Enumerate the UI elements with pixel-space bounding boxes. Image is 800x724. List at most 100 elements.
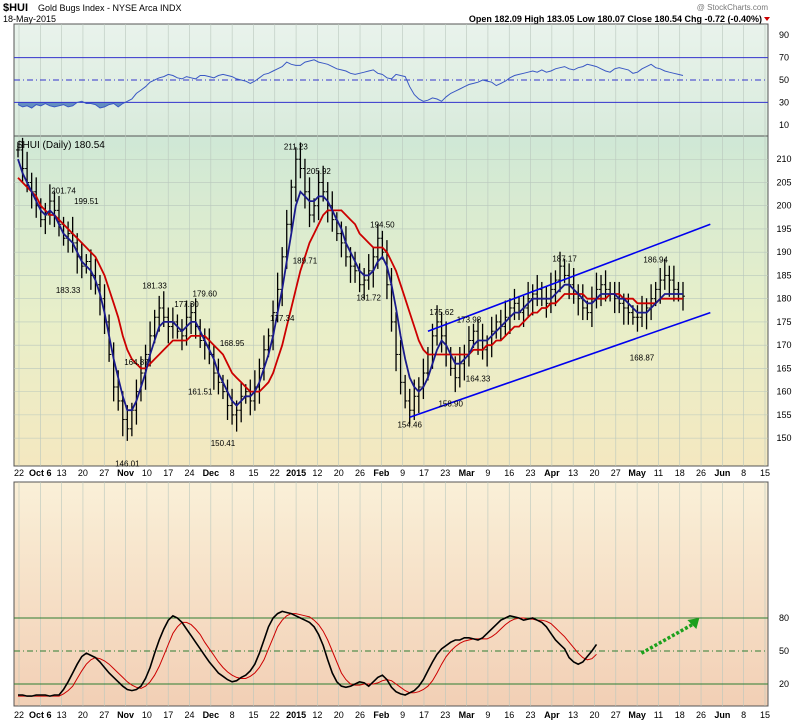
x-tick-label: 17 bbox=[419, 710, 429, 720]
x-tick-label: 15 bbox=[248, 468, 258, 478]
rsi-y-tick: 90 bbox=[779, 30, 789, 40]
price-bar bbox=[20, 137, 25, 183]
x-tick-label: 13 bbox=[568, 710, 578, 720]
price-y-tick: 210 bbox=[776, 154, 791, 164]
stoch-y-tick: 50 bbox=[779, 646, 789, 656]
x-tick-label: Dec bbox=[203, 468, 220, 478]
price-y-tick: 155 bbox=[776, 410, 791, 420]
price-bar bbox=[298, 142, 303, 179]
x-tick-label: 24 bbox=[185, 710, 195, 720]
rsi-y-tick: 10 bbox=[779, 120, 789, 130]
price-bar bbox=[316, 170, 321, 221]
price-bar bbox=[362, 268, 367, 300]
price-annotation: 173.98 bbox=[457, 316, 482, 325]
price-bar bbox=[599, 274, 604, 307]
x-tick-label: 13 bbox=[568, 468, 578, 478]
price-bar bbox=[166, 307, 171, 344]
x-tick-label: 27 bbox=[99, 710, 109, 720]
watermark: @ StockCharts.com bbox=[697, 3, 769, 12]
x-tick-label: Jun bbox=[714, 468, 730, 478]
price-annotation: 201.74 bbox=[51, 187, 76, 196]
price-annotation: 164.87 bbox=[124, 358, 149, 367]
trend-channel-line bbox=[409, 311, 711, 418]
price-bar bbox=[366, 254, 371, 290]
price-annotation: 187.17 bbox=[552, 254, 577, 263]
price-bar bbox=[526, 281, 531, 318]
price-bar bbox=[289, 179, 294, 232]
price-annotation: 186.94 bbox=[643, 255, 668, 264]
x-tick-label: 20 bbox=[78, 710, 88, 720]
x-tick-label: 22 bbox=[270, 710, 280, 720]
x-tick-label: Dec bbox=[203, 710, 220, 720]
index-name: Gold Bugs Index - NYSE Arca INDX bbox=[38, 3, 182, 13]
x-tick-label: 15 bbox=[760, 710, 770, 720]
stoch-k-line bbox=[18, 610, 598, 697]
x-tick-label: Apr bbox=[544, 468, 560, 478]
x-tick-label: 22 bbox=[270, 468, 280, 478]
down-arrow-icon bbox=[764, 17, 770, 21]
price-bar bbox=[553, 270, 558, 307]
rsi-y-tick: 50 bbox=[779, 75, 789, 85]
quote-readout: Open 182.09 High 183.05 Low 180.07 Close… bbox=[469, 14, 762, 24]
price-bar bbox=[416, 377, 421, 414]
stoch-y-tick: 20 bbox=[779, 679, 789, 689]
symbol-label: $HUI bbox=[3, 2, 28, 14]
chart-date: 18-May-2015 bbox=[3, 14, 56, 24]
x-tick-label: 26 bbox=[355, 710, 365, 720]
price-annotation: 168.95 bbox=[220, 339, 245, 348]
x-tick-label: 22 bbox=[14, 710, 24, 720]
price-bar bbox=[380, 230, 385, 260]
x-tick-label: 8 bbox=[741, 468, 746, 478]
x-tick-label: 26 bbox=[696, 468, 706, 478]
x-tick-label: 17 bbox=[419, 468, 429, 478]
stochastic-panel bbox=[13, 481, 769, 707]
price-annotation: 146.01 bbox=[115, 460, 140, 469]
x-tick-label: 16 bbox=[504, 468, 514, 478]
x-tick-label: 20 bbox=[334, 710, 344, 720]
price-y-tick: 185 bbox=[776, 270, 791, 280]
x-tick-label: Feb bbox=[373, 468, 390, 478]
x-tick-label: Nov bbox=[117, 468, 134, 478]
rsi-y-tick: 30 bbox=[779, 97, 789, 107]
price-annotation: 175.62 bbox=[429, 308, 454, 317]
x-tick-label: 27 bbox=[611, 710, 621, 720]
x-tick-label: 9 bbox=[485, 710, 490, 720]
price-annotation: 189.71 bbox=[293, 257, 318, 266]
price-y-tick: 175 bbox=[776, 317, 791, 327]
ma-fast-line bbox=[17, 158, 683, 412]
x-tick-label: 17 bbox=[163, 710, 173, 720]
x-tick-label: 9 bbox=[485, 468, 490, 478]
price-annotation: 199.51 bbox=[74, 197, 99, 206]
x-tick-label: May bbox=[628, 710, 646, 720]
x-tick-label: Oct 6 bbox=[29, 710, 52, 720]
x-tick-label: 20 bbox=[334, 468, 344, 478]
x-tick-label: 20 bbox=[589, 710, 599, 720]
x-tick-label: 16 bbox=[504, 710, 514, 720]
price-bar bbox=[662, 258, 667, 290]
price-bar bbox=[439, 312, 444, 353]
x-tick-label: Mar bbox=[459, 710, 476, 720]
x-tick-label: 15 bbox=[248, 710, 258, 720]
x-tick-label: 9 bbox=[400, 710, 405, 720]
price-annotation: 183.33 bbox=[56, 286, 81, 295]
x-tick-label: 17 bbox=[163, 468, 173, 478]
price-bar bbox=[471, 323, 476, 348]
x-tick-label: 8 bbox=[230, 710, 235, 720]
x-tick-label: 15 bbox=[760, 468, 770, 478]
x-tick-label: 13 bbox=[57, 468, 67, 478]
price-annotation: 168.87 bbox=[630, 353, 655, 362]
price-annotation: 164.33 bbox=[466, 375, 491, 384]
price-y-tick: 200 bbox=[776, 201, 791, 211]
x-tick-label: Feb bbox=[373, 710, 390, 720]
price-bar bbox=[603, 270, 608, 302]
price-bar bbox=[16, 142, 20, 158]
x-tick-label: 10 bbox=[142, 468, 152, 478]
x-tick-label: 12 bbox=[312, 710, 322, 720]
x-tick-label: Mar bbox=[459, 468, 476, 478]
price-annotation: 181.33 bbox=[142, 281, 167, 290]
price-annotation: 150.41 bbox=[211, 439, 236, 448]
price-y-tick: 195 bbox=[776, 224, 791, 234]
rsi-line bbox=[17, 59, 684, 109]
price-bar bbox=[435, 305, 440, 346]
rsi-y-tick: 70 bbox=[779, 53, 789, 63]
